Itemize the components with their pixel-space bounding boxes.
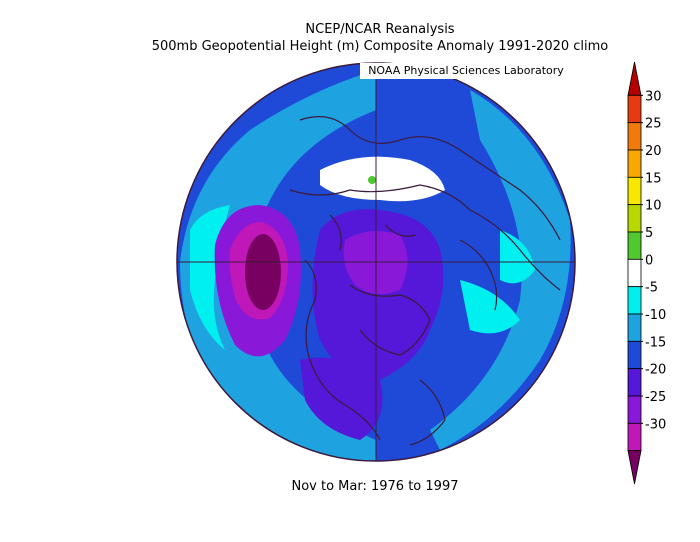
colorbar-segment [627, 313, 642, 342]
colorbar-segment [627, 395, 642, 424]
small-positive-anomaly [368, 176, 376, 184]
colorbar-tick-label: 15 [645, 171, 662, 186]
colorbar-segment [627, 122, 642, 151]
colorbar-segment [627, 422, 642, 452]
colorbar-segment [627, 450, 642, 485]
colorbar-segment [627, 286, 642, 315]
time-period-label: Nov to Mar: 1976 to 1997 [291, 479, 459, 494]
colorbar-segment [627, 340, 642, 370]
colorbar-tick-label: 5 [645, 226, 653, 241]
colorbar-tick-label: -10 [645, 308, 666, 323]
colorbar-segment [627, 258, 642, 288]
colorbar-segment [627, 204, 642, 233]
colorbar-segment [627, 231, 642, 260]
colorbar-segment [627, 61, 642, 96]
colorbar-tick-label: 10 [645, 199, 662, 214]
colorbar-tick-label: -15 [645, 335, 666, 350]
colorbar-segment [627, 368, 642, 397]
colorbar-tick-label: 25 [645, 117, 662, 132]
colorbar-tick-label: 30 [645, 89, 662, 104]
colorbar-tick-label: 0 [645, 253, 653, 268]
colorbar-segment [627, 94, 642, 124]
colorbar-tick-label: -30 [645, 417, 666, 432]
colorbar-tick-label: -25 [645, 390, 666, 405]
title-line-1: NCEP/NCAR Reanalysis [305, 22, 455, 37]
title-line-2: 500mb Geopotential Height (m) Composite … [151, 39, 609, 54]
credit-label: NOAA Physical Sciences Laboratory [360, 63, 572, 79]
colorbar-tick-label: -20 [645, 363, 666, 378]
colorbar-tick-label: -5 [645, 281, 658, 296]
colorbar-tick-label: 20 [645, 144, 662, 159]
colorbar-segment [627, 149, 642, 178]
colorbar-segment [627, 176, 642, 206]
